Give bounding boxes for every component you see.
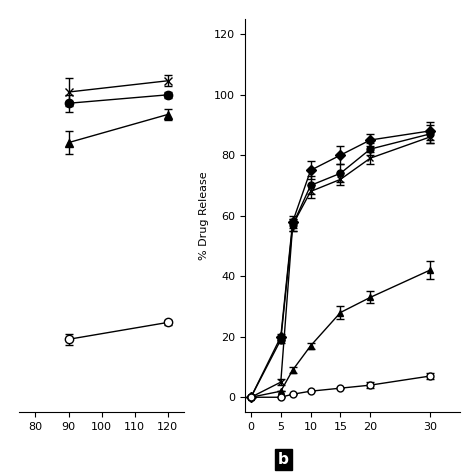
Y-axis label: % Drug Release: % Drug Release <box>199 172 209 260</box>
Text: b: b <box>278 452 289 467</box>
